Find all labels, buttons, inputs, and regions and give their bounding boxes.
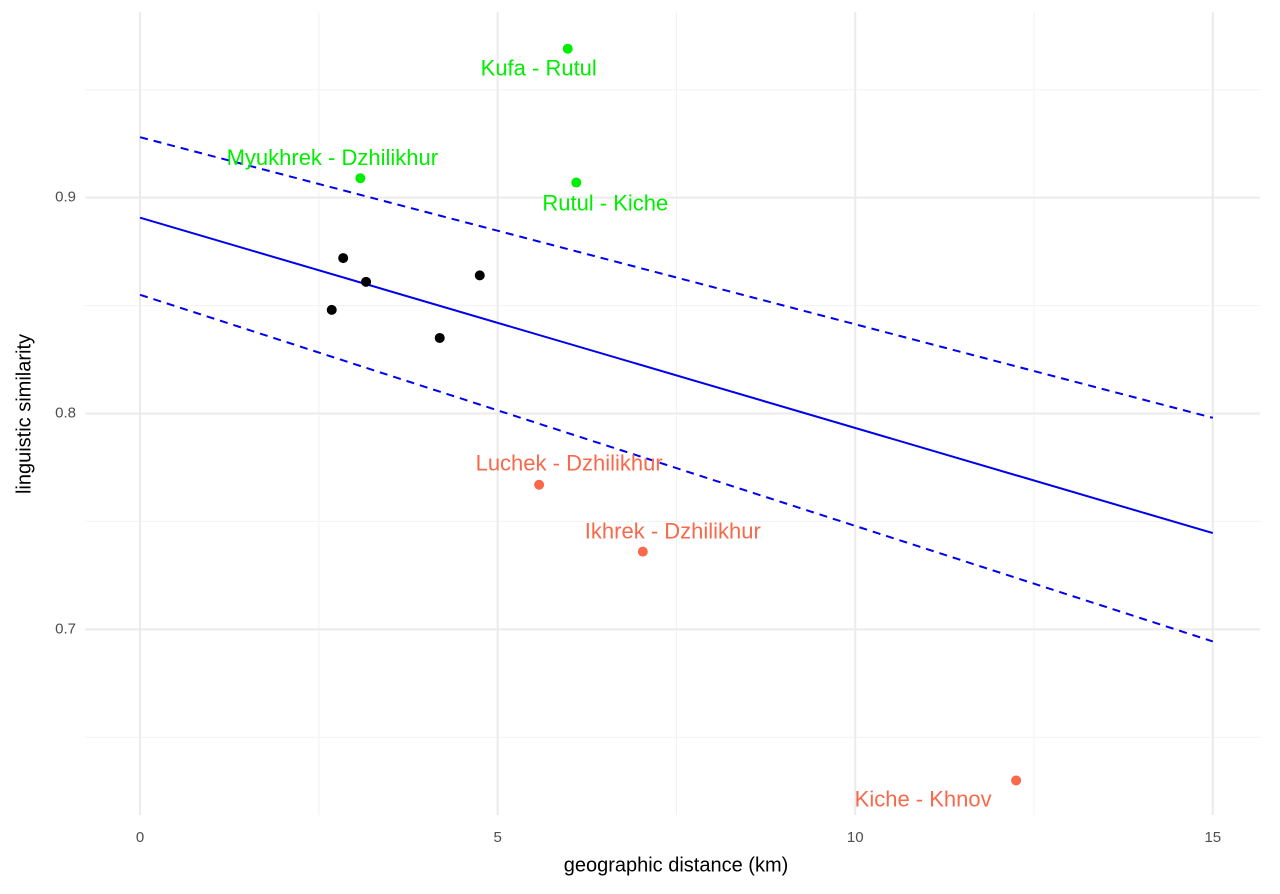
point	[338, 253, 349, 264]
point-label: Rutul - Kiche	[542, 190, 668, 215]
x-axis-title: geographic distance (km)	[564, 854, 789, 876]
point-label: Luchek - Dzhilikhur	[476, 451, 663, 476]
y-tick-label: 0.7	[55, 620, 76, 637]
point-label: Kiche - Khnov	[855, 786, 992, 811]
point	[474, 270, 485, 281]
y-tick-label: 0.8	[55, 404, 76, 421]
point-label: Ikhrek - Dzhilikhur	[585, 518, 761, 543]
x-tick-label: 5	[493, 829, 501, 846]
point	[637, 546, 648, 557]
point	[434, 332, 445, 343]
point	[562, 43, 573, 54]
point	[571, 177, 582, 188]
x-tick-label: 10	[847, 829, 864, 846]
point	[326, 304, 337, 315]
fit-line	[139, 216, 1214, 535]
fit-line	[139, 136, 1214, 419]
x-tick-label: 15	[1204, 829, 1221, 846]
x-tick-label: 0	[136, 829, 144, 846]
point	[355, 173, 366, 184]
y-tick-label: 0.9	[55, 189, 76, 206]
point-label: Myukhrek - Dzhilikhur	[227, 145, 439, 170]
point-label: Kufa - Rutul	[481, 56, 597, 81]
fit-line	[139, 293, 1214, 643]
y-axis-title: linguistic similarity	[13, 334, 35, 494]
point	[361, 276, 372, 287]
point	[534, 479, 545, 490]
point	[1011, 775, 1022, 786]
